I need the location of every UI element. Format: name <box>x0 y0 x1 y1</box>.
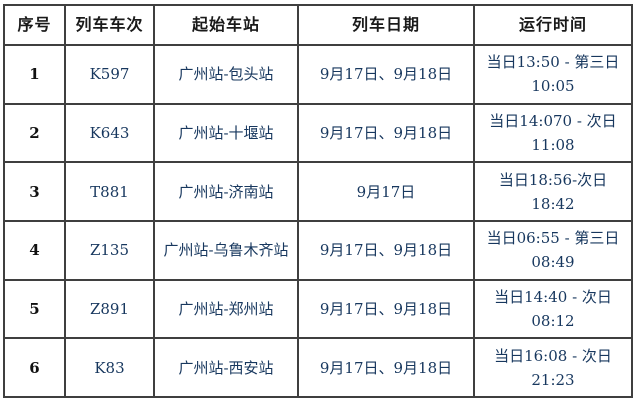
cell-train-dates: 9月17日、9月18日 <box>297 102 475 164</box>
table-row: 5 Z891 广州站-郑州站 9月17日、9月18日 当日14:40 - 次日 … <box>3 278 633 340</box>
cell-train-dates: 9月17日、9月18日 <box>297 337 475 398</box>
header-serial: 序号 <box>3 4 66 46</box>
cell-run-time: 当日18:56-次日 18:42 <box>473 161 633 222</box>
table-row: 2 K643 广州站-十堰站 9月17日、9月18日 当日14:070 - 次日… <box>3 102 633 164</box>
header-run-time: 运行时间 <box>473 4 633 46</box>
cell-train-dates: 9月17日、9月18日 <box>297 44 475 105</box>
table-body: 1 K597 广州站-包头站 9月17日、9月18日 当日13:50 - 第三日… <box>3 44 633 398</box>
cell-serial: 2 <box>3 102 66 164</box>
cell-serial: 3 <box>3 161 66 222</box>
cell-run-time: 当日13:50 - 第三日 10:05 <box>473 44 633 105</box>
cell-train-no: Z891 <box>64 278 155 340</box>
cell-route: 广州站-十堰站 <box>153 102 299 164</box>
table-row: 4 Z135 广州站-乌鲁木齐站 9月17日、9月18日 当日06:55 - 第… <box>3 219 633 281</box>
header-train-dates: 列车日期 <box>297 4 475 46</box>
cell-run-time: 当日06:55 - 第三日 08:49 <box>473 219 633 281</box>
table-row: 1 K597 广州站-包头站 9月17日、9月18日 当日13:50 - 第三日… <box>3 44 633 105</box>
cell-run-time: 当日14:070 - 次日 11:08 <box>473 102 633 164</box>
train-schedule-table: 序号 列车车次 起始车站 列车日期 运行时间 1 K597 广州站-包头站 9月… <box>3 4 633 398</box>
table-header: 序号 列车车次 起始车站 列车日期 运行时间 <box>3 4 633 46</box>
cell-run-time: 当日16:08 - 次日 21:23 <box>473 337 633 398</box>
cell-route: 广州站-郑州站 <box>153 278 299 340</box>
cell-run-time: 当日14:40 - 次日 08:12 <box>473 278 633 340</box>
cell-train-dates: 9月17日、9月18日 <box>297 278 475 340</box>
cell-train-dates: 9月17日 <box>297 161 475 222</box>
header-train-no: 列车车次 <box>64 4 155 46</box>
cell-train-no: K643 <box>64 102 155 164</box>
cell-route: 广州站-西安站 <box>153 337 299 398</box>
cell-train-dates: 9月17日、9月18日 <box>297 219 475 281</box>
cell-train-no: T881 <box>64 161 155 222</box>
cell-serial: 6 <box>3 337 66 398</box>
header-row: 序号 列车车次 起始车站 列车日期 运行时间 <box>3 4 633 46</box>
cell-train-no: K597 <box>64 44 155 105</box>
cell-serial: 5 <box>3 278 66 340</box>
cell-serial: 4 <box>3 219 66 281</box>
cell-serial: 1 <box>3 44 66 105</box>
cell-route: 广州站-济南站 <box>153 161 299 222</box>
cell-route: 广州站-乌鲁木齐站 <box>153 219 299 281</box>
cell-route: 广州站-包头站 <box>153 44 299 105</box>
header-route: 起始车站 <box>153 4 299 46</box>
cell-train-no: K83 <box>64 337 155 398</box>
cell-train-no: Z135 <box>64 219 155 281</box>
table-row: 3 T881 广州站-济南站 9月17日 当日18:56-次日 18:42 <box>3 161 633 222</box>
table-row: 6 K83 广州站-西安站 9月17日、9月18日 当日16:08 - 次日 2… <box>3 337 633 398</box>
